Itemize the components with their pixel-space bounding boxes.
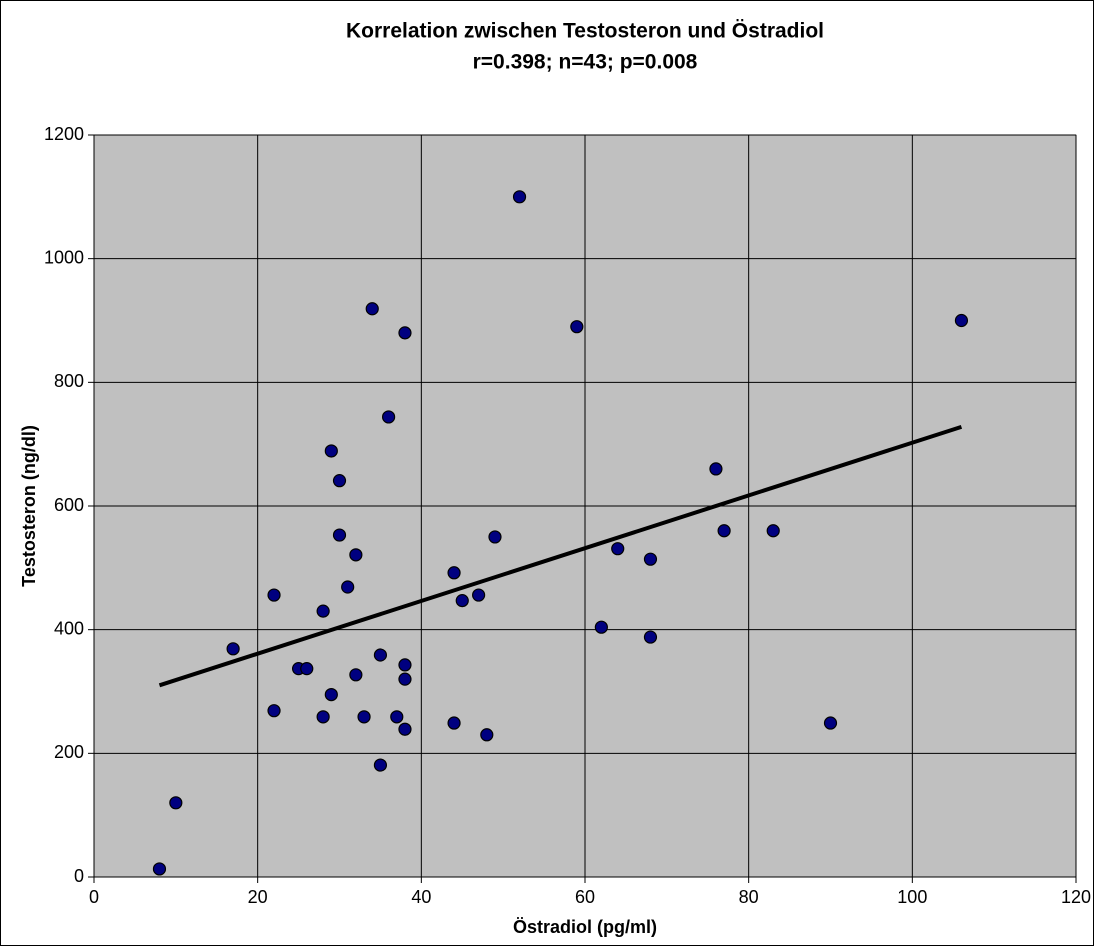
x-tick-label: 60 bbox=[575, 887, 595, 907]
data-point bbox=[324, 687, 338, 702]
chart-subtitle: r=0.398; n=43; p=0.008 bbox=[473, 51, 698, 74]
x-tick-label: 40 bbox=[411, 887, 431, 907]
y-tick-label: 0 bbox=[74, 866, 84, 886]
data-point bbox=[169, 796, 183, 810]
data-point bbox=[332, 474, 347, 488]
data-point bbox=[316, 710, 330, 724]
y-tick-label: 200 bbox=[54, 742, 84, 762]
data-point bbox=[717, 524, 731, 538]
data-point bbox=[357, 710, 371, 724]
y-tick-label: 600 bbox=[54, 495, 84, 515]
y-axis-label: Testosteron (ng/dl) bbox=[19, 425, 39, 587]
trend-line bbox=[158, 424, 963, 688]
data-point bbox=[226, 642, 240, 656]
data-point bbox=[398, 326, 412, 340]
chart-title: Korrelation zwischen Testosteron und Öst… bbox=[346, 20, 824, 43]
data-point bbox=[267, 588, 281, 602]
data-point bbox=[324, 444, 338, 458]
data-point bbox=[709, 462, 723, 476]
data-point bbox=[594, 620, 608, 634]
data-point bbox=[341, 580, 355, 594]
data-point bbox=[316, 604, 330, 618]
data-point bbox=[455, 594, 469, 608]
y-tick-label: 1200 bbox=[44, 124, 84, 144]
data-point bbox=[398, 722, 412, 736]
data-point bbox=[643, 630, 658, 644]
data-point bbox=[267, 704, 281, 718]
data-point bbox=[447, 566, 461, 580]
data-point bbox=[488, 530, 502, 544]
data-point bbox=[611, 542, 625, 556]
data-point bbox=[472, 588, 486, 602]
data-point bbox=[152, 862, 167, 876]
data-point bbox=[390, 710, 404, 724]
y-tick-label: 1000 bbox=[44, 247, 84, 267]
data-point bbox=[398, 658, 412, 672]
data-point bbox=[398, 672, 412, 686]
y-tick-label: 400 bbox=[54, 618, 84, 638]
x-tick-label: 100 bbox=[897, 887, 927, 907]
plot-area bbox=[88, 134, 1077, 883]
data-point bbox=[823, 716, 838, 730]
data-point bbox=[480, 728, 494, 742]
x-axis-label: Östradiol (pg/ml) bbox=[513, 917, 657, 937]
data-point bbox=[382, 410, 396, 424]
data-point bbox=[349, 668, 363, 682]
data-point bbox=[332, 528, 347, 542]
x-tick-label: 120 bbox=[1061, 887, 1091, 907]
data-point bbox=[954, 313, 969, 328]
x-tick-label: 80 bbox=[739, 887, 759, 907]
data-point bbox=[447, 716, 461, 730]
data-point bbox=[512, 190, 527, 204]
data-point bbox=[365, 302, 379, 316]
y-tick-label: 800 bbox=[54, 371, 84, 391]
data-point bbox=[766, 524, 780, 538]
data-point bbox=[643, 552, 658, 566]
x-tick-label: 20 bbox=[248, 887, 268, 907]
data-point bbox=[373, 758, 388, 772]
data-point bbox=[349, 548, 363, 562]
data-point bbox=[570, 320, 584, 334]
data-point bbox=[373, 648, 388, 662]
data-point bbox=[300, 662, 314, 676]
x-tick-label: 0 bbox=[89, 887, 99, 907]
